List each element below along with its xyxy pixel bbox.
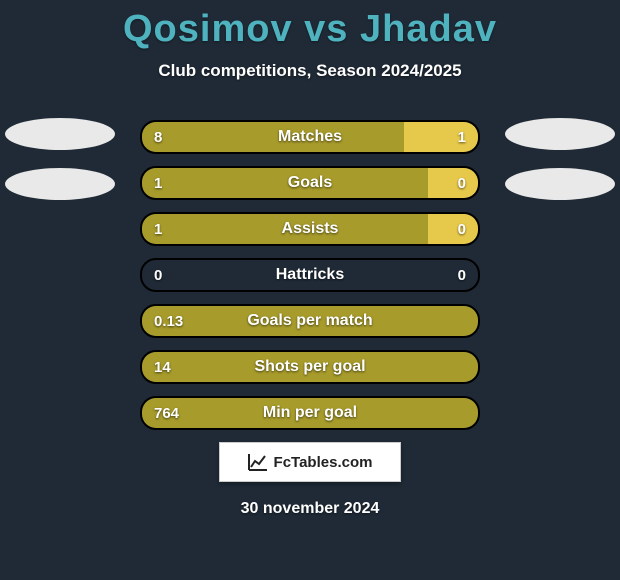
stats-bars: Matches81Goals10Assists10Hattricks00Goal…	[140, 120, 480, 442]
left-club-column	[0, 118, 120, 200]
stat-value-left: 0.13	[154, 306, 183, 336]
stat-value-left: 1	[154, 214, 162, 244]
stat-row: Goals per match0.13	[140, 304, 480, 338]
stat-label: Min per goal	[142, 398, 478, 428]
stat-value-left: 1	[154, 168, 162, 198]
right-club-column	[500, 118, 620, 200]
stat-label: Shots per goal	[142, 352, 478, 382]
right-club-logo-1	[505, 118, 615, 150]
stat-value-right: 1	[458, 122, 466, 152]
vs-text: vs	[304, 8, 348, 50]
player1-name: Qosimov	[123, 8, 293, 50]
stat-row: Hattricks0 0	[140, 258, 480, 292]
comparison-card: Qosimov vs Jhadav Club competitions, Sea…	[0, 0, 620, 580]
subtitle: Club competitions, Season 2024/2025	[0, 61, 620, 81]
stat-row: Goals1 0	[140, 166, 480, 200]
stat-label: Goals per match	[142, 306, 478, 336]
stat-value-right: 0	[458, 214, 466, 244]
stat-value-left: 8	[154, 122, 162, 152]
player2-name: Jhadav	[360, 8, 497, 50]
stat-value-right: 0	[458, 260, 466, 290]
stat-value-right: 0	[458, 168, 466, 198]
chart-icon	[248, 453, 268, 471]
stat-row: Assists1 0	[140, 212, 480, 246]
stat-value-left: 764	[154, 398, 179, 428]
left-club-logo-1	[5, 118, 115, 150]
page-title: Qosimov vs Jhadav	[0, 0, 620, 51]
stat-label: Assists	[142, 214, 478, 244]
right-club-logo-2	[505, 168, 615, 200]
stat-row: Min per goal764	[140, 396, 480, 430]
stat-value-left: 14	[154, 352, 171, 382]
left-club-logo-2	[5, 168, 115, 200]
stat-row: Shots per goal14	[140, 350, 480, 384]
source-badge: FcTables.com	[219, 442, 401, 482]
source-text: FcTables.com	[274, 454, 373, 471]
stat-label: Goals	[142, 168, 478, 198]
stat-label: Hattricks	[142, 260, 478, 290]
stat-label: Matches	[142, 122, 478, 152]
stat-value-left: 0	[154, 260, 162, 290]
stat-row: Matches8 1	[140, 120, 480, 154]
date-text: 30 november 2024	[0, 500, 620, 518]
